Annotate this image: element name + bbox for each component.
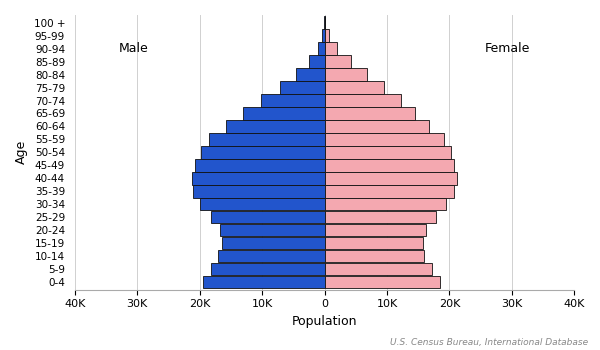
Bar (325, 29, 329, 42)
Bar (325, 94, 401, 107)
X-axis label: Population: Population (292, 315, 357, 328)
Bar (193, 185, 325, 197)
Bar (325, 224, 426, 236)
Bar (325, 146, 451, 159)
Bar (221, 237, 325, 249)
Bar (296, 68, 325, 81)
Bar (325, 159, 454, 172)
Bar (325, 263, 432, 275)
Text: U.S. Census Bureau, International Database: U.S. Census Bureau, International Databa… (390, 337, 588, 346)
Bar (325, 276, 440, 288)
Bar (325, 250, 424, 262)
Bar (325, 198, 446, 210)
Text: Female: Female (485, 42, 530, 55)
Y-axis label: Age: Age (15, 140, 28, 164)
Bar (325, 133, 445, 146)
Bar (218, 250, 325, 262)
Bar (200, 198, 325, 210)
Bar (244, 107, 325, 120)
Bar (325, 172, 457, 184)
Bar (325, 55, 352, 68)
Bar (209, 133, 325, 146)
Bar (325, 107, 415, 120)
Bar (325, 211, 436, 223)
Bar (203, 276, 325, 288)
Bar (319, 42, 325, 55)
Bar (325, 68, 367, 81)
Bar (309, 55, 325, 68)
Bar (325, 237, 422, 249)
Bar (220, 224, 325, 236)
Bar (226, 120, 325, 133)
Bar (211, 211, 325, 223)
Bar (211, 263, 325, 275)
Bar (194, 159, 325, 172)
Bar (325, 120, 430, 133)
Text: Male: Male (118, 42, 148, 55)
Bar (280, 81, 325, 94)
Bar (325, 81, 384, 94)
Bar (192, 172, 325, 184)
Bar (325, 185, 454, 197)
Bar (322, 29, 325, 42)
Bar (325, 42, 337, 55)
Bar (201, 146, 325, 159)
Bar (261, 94, 325, 107)
